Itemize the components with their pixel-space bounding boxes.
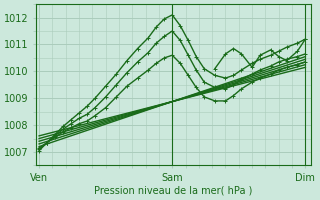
X-axis label: Pression niveau de la mer( hPa ): Pression niveau de la mer( hPa ) bbox=[94, 186, 253, 196]
